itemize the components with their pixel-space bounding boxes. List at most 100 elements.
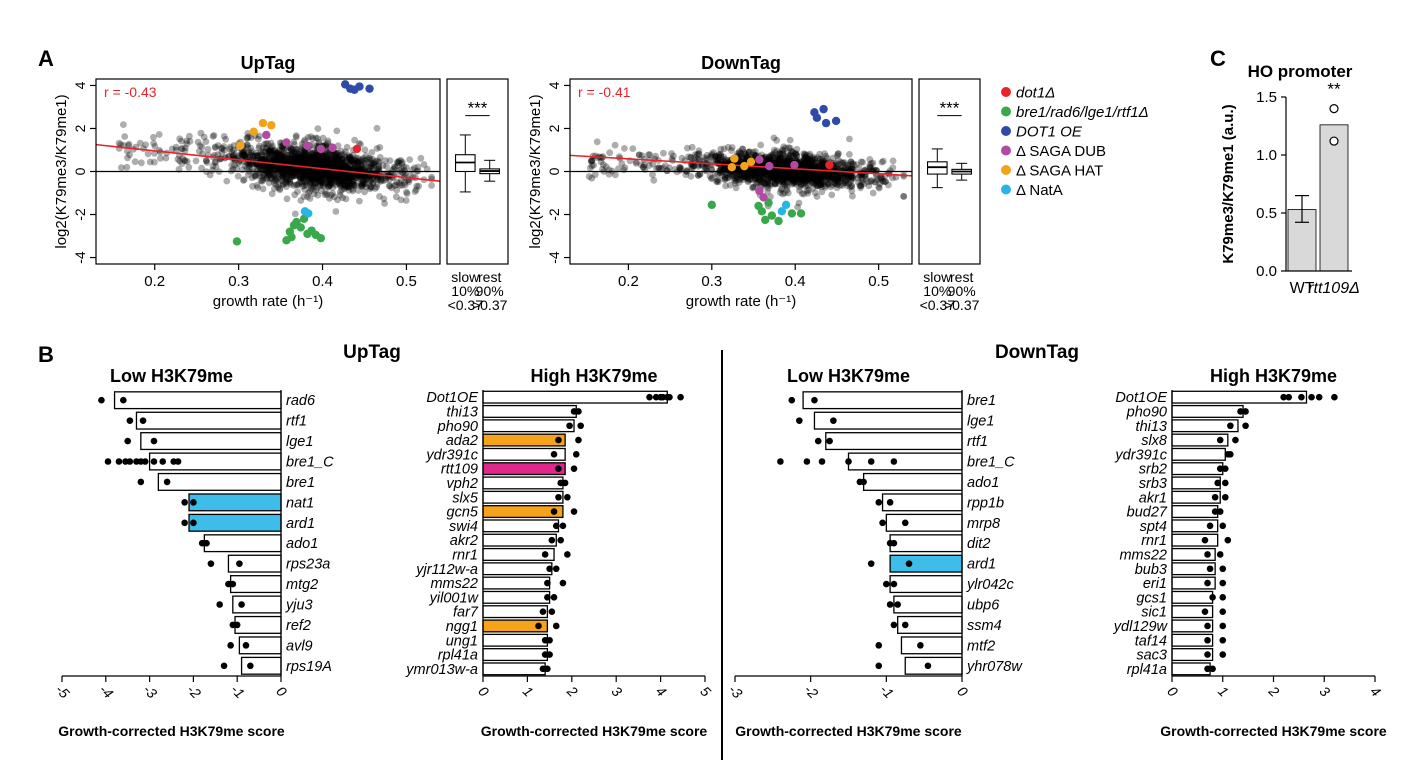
- background-point: [367, 183, 374, 190]
- y-tick-label: 0: [546, 167, 562, 175]
- background-point: [274, 174, 281, 182]
- background-point: [278, 152, 286, 160]
- background-point: [381, 200, 388, 207]
- x-tick-label: 1: [520, 683, 537, 700]
- background-point: [317, 172, 324, 180]
- background-point: [288, 150, 296, 158]
- background-point: [209, 133, 217, 140]
- background-point: [342, 153, 349, 161]
- background-point: [327, 161, 334, 169]
- background-point: [687, 154, 695, 161]
- uptag-group-label: UpTag: [343, 342, 401, 363]
- background-point: [266, 147, 274, 155]
- background-point: [605, 166, 613, 174]
- background-point: [372, 157, 380, 165]
- background-point: [228, 148, 236, 156]
- background-point: [366, 185, 374, 193]
- replicate-point: [236, 560, 243, 567]
- background-point: [317, 171, 325, 179]
- background-point: [352, 172, 359, 180]
- replicate-point: [544, 579, 551, 587]
- background-point: [390, 165, 397, 173]
- legend-label: Δ SAGA HAT: [1016, 163, 1103, 180]
- background-point: [375, 162, 382, 170]
- background-point: [368, 160, 375, 168]
- background-point: [684, 144, 691, 152]
- background-point: [312, 179, 320, 187]
- x-tick-label: -3: [140, 681, 160, 701]
- background-point: [278, 177, 286, 185]
- background-point: [298, 180, 306, 188]
- background-point: [243, 134, 251, 142]
- background-point: [261, 148, 269, 156]
- panel-label-c: C: [1210, 46, 1226, 71]
- background-point: [403, 188, 410, 196]
- background-point: [266, 171, 274, 179]
- background-point: [202, 157, 210, 164]
- background-point: [397, 196, 405, 204]
- highlight-point: [819, 104, 828, 114]
- replicate-point: [174, 458, 182, 465]
- gene-label: mtg2: [286, 577, 318, 593]
- y-tick-label: 1.5: [1256, 89, 1277, 106]
- background-point: [649, 171, 656, 179]
- replicate-point: [1331, 393, 1338, 401]
- background-point: [329, 162, 336, 170]
- background-point: [186, 138, 194, 145]
- background-point: [394, 158, 401, 166]
- background-point: [655, 164, 663, 172]
- replicate-point: [559, 579, 567, 587]
- background-point: [377, 177, 385, 185]
- background-point: [304, 174, 312, 182]
- background-point: [294, 167, 302, 175]
- background-point: [333, 171, 341, 179]
- bar: [113, 391, 282, 410]
- background-point: [398, 176, 405, 184]
- background-point: [360, 154, 367, 162]
- background-point: [299, 175, 307, 183]
- bar: [188, 493, 282, 512]
- background-point: [367, 177, 374, 184]
- background-point: [278, 171, 286, 179]
- background-point: [333, 172, 341, 180]
- replicate-point: [141, 458, 149, 465]
- background-point: [300, 173, 308, 181]
- background-point: [308, 158, 316, 166]
- background-point: [181, 147, 189, 155]
- background-point: [308, 160, 315, 167]
- background-point: [848, 182, 856, 190]
- background-point: [403, 190, 411, 198]
- background-point: [283, 165, 291, 172]
- background-point: [322, 154, 329, 162]
- x-tick-label: 2: [563, 682, 581, 700]
- background-point: [259, 144, 267, 152]
- replicate-point: [860, 478, 867, 486]
- bar: [482, 462, 566, 476]
- background-point: [353, 174, 360, 182]
- background-point: [327, 173, 334, 180]
- background-point: [320, 157, 327, 164]
- background-point: [337, 159, 345, 166]
- replicate-point: [1298, 393, 1305, 401]
- background-point: [310, 190, 318, 198]
- background-point: [212, 144, 219, 152]
- bars-uptag-high: High H3K79meDot1OEthi13pho90ada2ydr391cr…: [405, 366, 714, 739]
- background-point: [212, 163, 220, 171]
- background-point: [345, 183, 353, 191]
- replicate-point: [570, 465, 578, 472]
- background-point: [268, 149, 275, 157]
- background-point: [316, 181, 324, 189]
- background-point: [300, 193, 308, 201]
- background-point: [276, 186, 284, 194]
- background-point: [265, 163, 273, 171]
- background-point: [326, 173, 333, 180]
- background-point: [298, 174, 305, 182]
- background-point: [343, 165, 351, 172]
- background-point: [328, 180, 335, 187]
- background-point: [138, 159, 145, 167]
- background-point: [296, 159, 304, 167]
- background-point: [276, 170, 284, 178]
- background-point: [311, 149, 319, 157]
- background-point: [346, 153, 354, 161]
- background-point: [324, 162, 331, 170]
